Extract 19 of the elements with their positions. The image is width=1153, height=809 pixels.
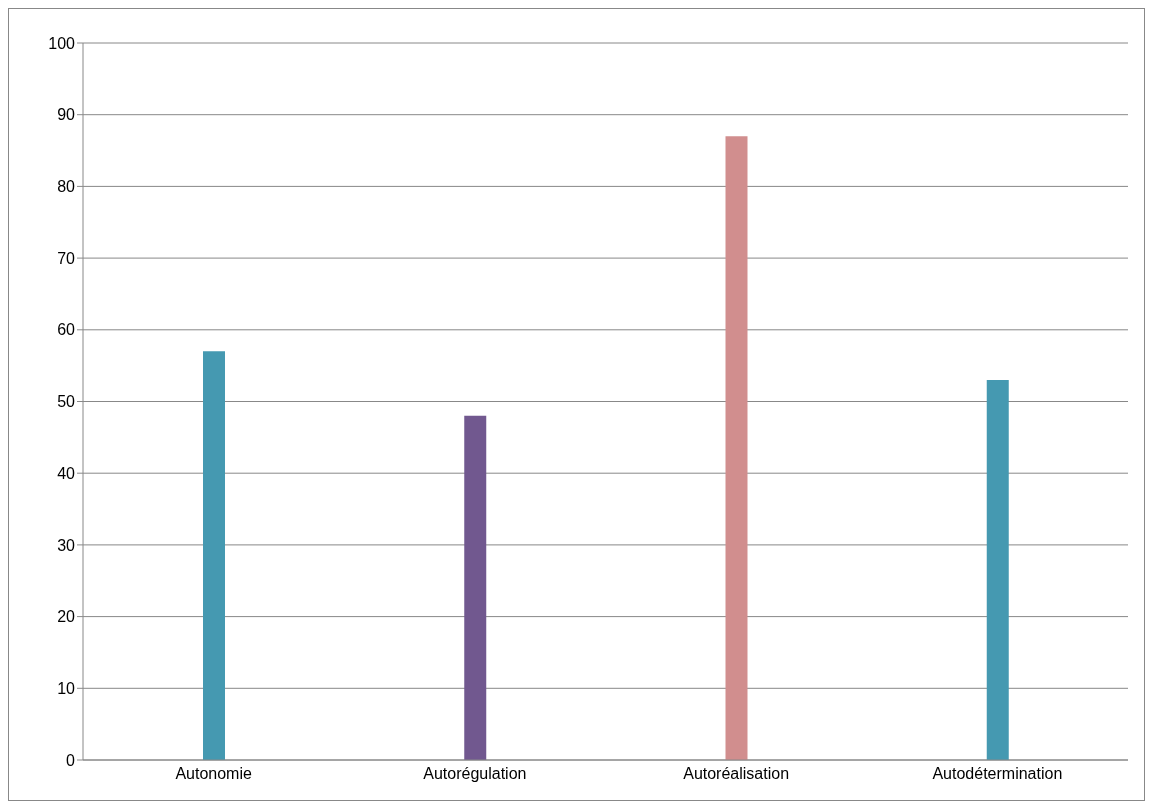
y-tick-label: 30 — [57, 536, 76, 554]
y-tick-label: 50 — [57, 393, 76, 411]
y-tick-label: 40 — [57, 464, 76, 482]
bar — [203, 351, 225, 760]
x-tick-label: Autoréalisation — [683, 765, 790, 783]
y-tick-label: 90 — [57, 106, 76, 124]
x-tick-label: Autorégulation — [423, 765, 527, 783]
bar — [464, 415, 487, 760]
y-tick-label: 100 — [48, 34, 76, 52]
y-tick-label: 70 — [57, 249, 76, 267]
y-tick-label: 60 — [57, 321, 76, 339]
x-tick-label: Autonomie — [175, 765, 252, 783]
bar — [986, 379, 1009, 760]
y-tick-label: 0 — [66, 751, 76, 769]
x-tick-label: Autodétermination — [932, 765, 1063, 783]
bar — [725, 136, 748, 760]
y-tick-label: 10 — [57, 679, 76, 697]
y-tick-label: 80 — [57, 178, 76, 196]
y-tick-label: 20 — [57, 608, 76, 626]
